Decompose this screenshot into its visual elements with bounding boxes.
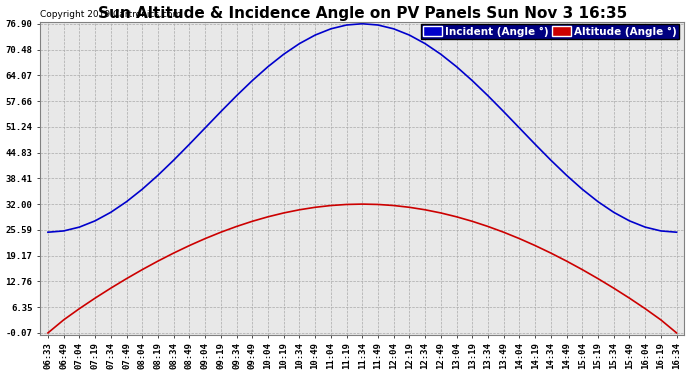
Text: Copyright 2019 Cartronics.com: Copyright 2019 Cartronics.com [40, 10, 181, 19]
Legend: Incident (Angle °), Altitude (Angle °): Incident (Angle °), Altitude (Angle °) [421, 24, 679, 39]
Title: Sun Altitude & Incidence Angle on PV Panels Sun Nov 3 16:35: Sun Altitude & Incidence Angle on PV Pan… [97, 6, 627, 21]
